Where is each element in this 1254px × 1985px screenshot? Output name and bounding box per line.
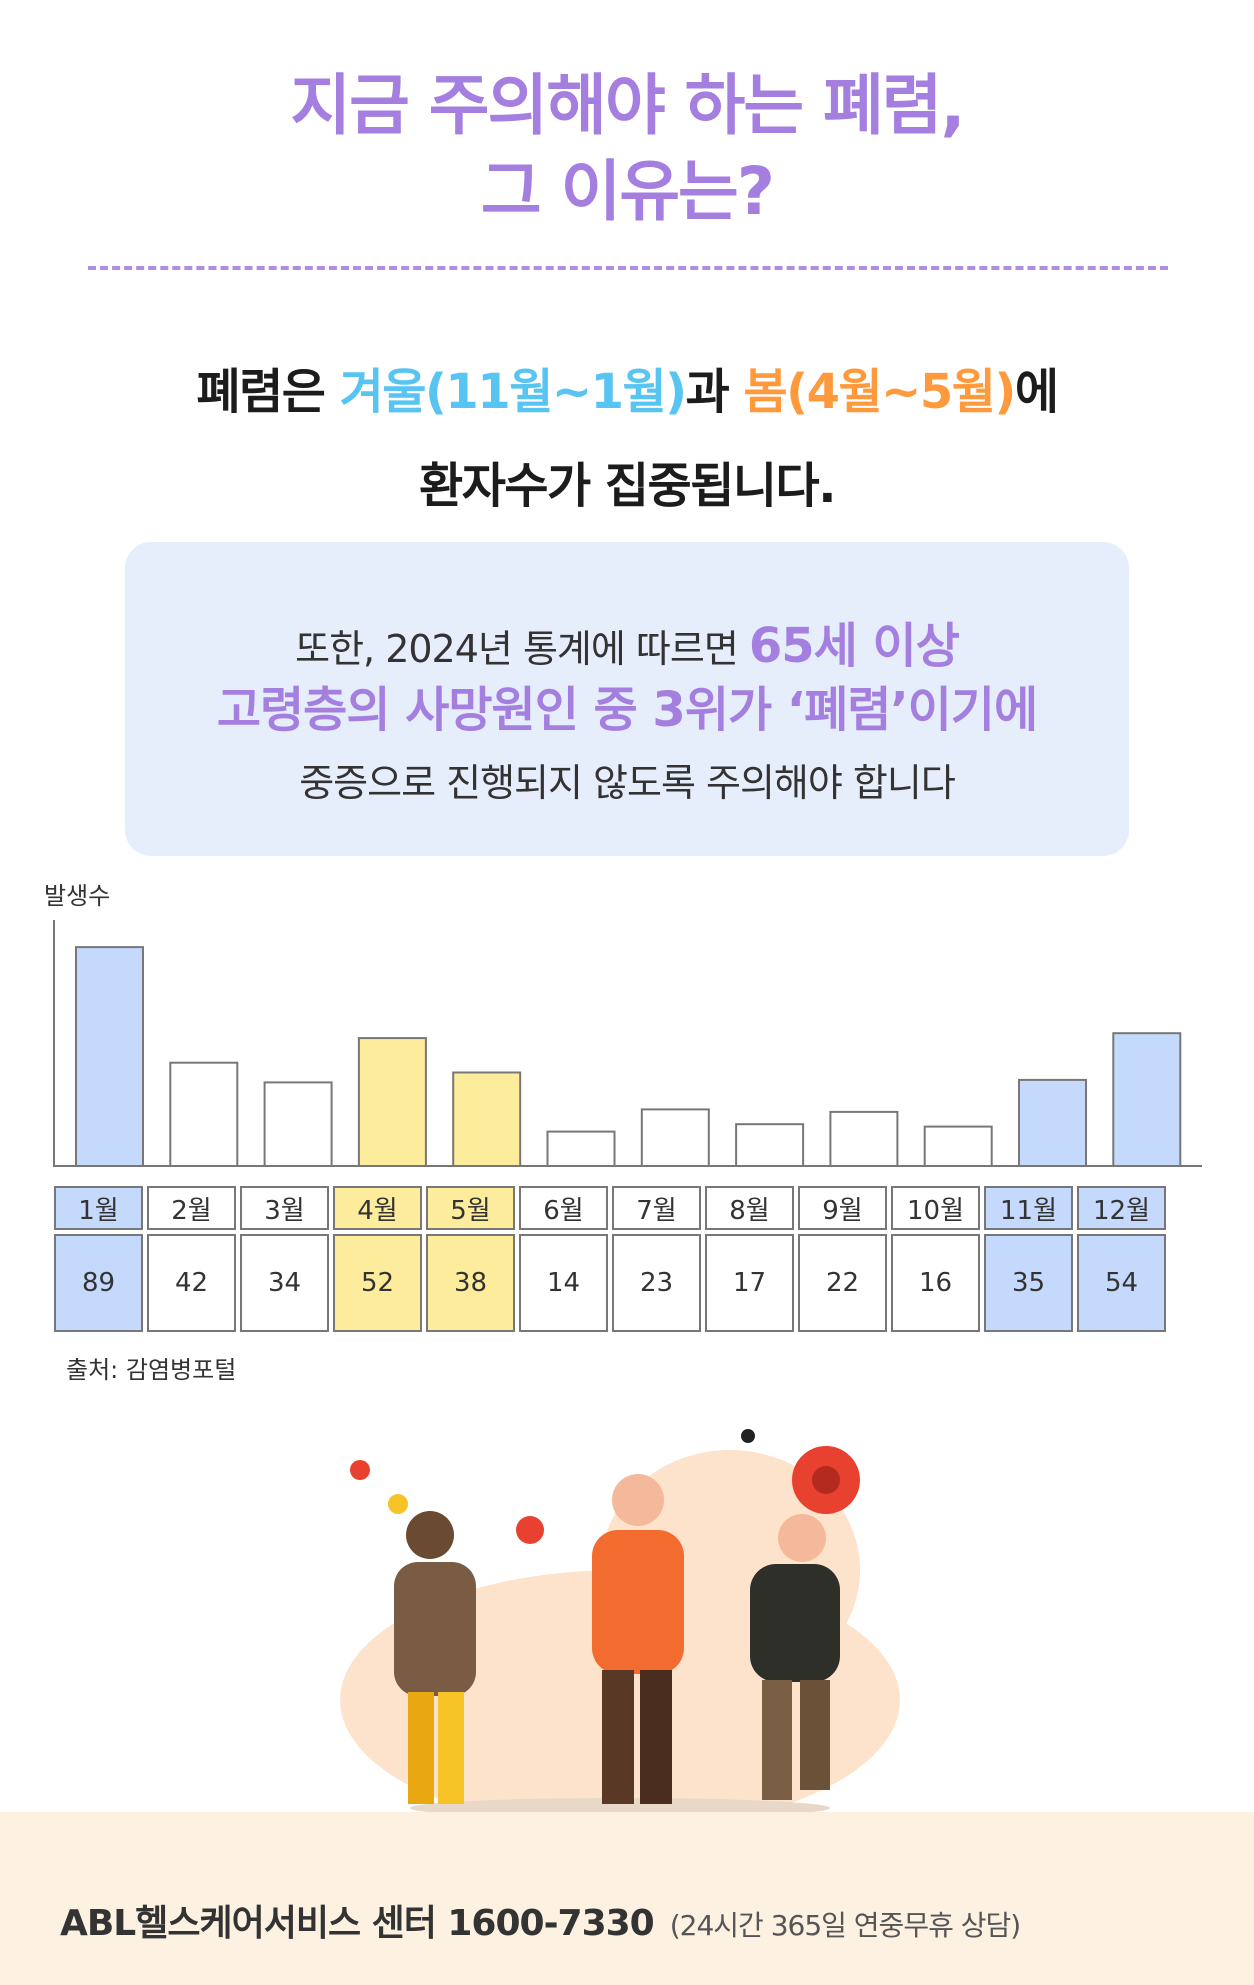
bar-3	[263, 1081, 333, 1167]
month-label-9: 9월	[798, 1186, 887, 1230]
footer-hours-note: (24시간 365일 연중무휴 상담)	[669, 1909, 1021, 1942]
month-label-11: 11월	[984, 1186, 1073, 1230]
month-label-12: 12월	[1077, 1186, 1166, 1230]
bar-9	[829, 1110, 899, 1167]
lead-spring: 봄(4월~5월)	[743, 364, 1016, 420]
bar-2	[169, 1061, 239, 1167]
value-cell-5: 38	[426, 1234, 515, 1332]
bar-1	[75, 946, 144, 1167]
footer-contact: ABL헬스케어서비스 센터 1600-7330 (24시간 365일 연중무휴 상…	[60, 1894, 1021, 1946]
value-cell-8: 17	[705, 1234, 794, 1332]
bar-12	[1112, 1032, 1182, 1167]
month-label-3: 3월	[240, 1186, 329, 1230]
bar-8	[735, 1123, 805, 1167]
title-divider	[88, 266, 1168, 270]
note-line3: 중증으로 진행되지 않도록 주의해야 합니다	[299, 761, 956, 805]
value-cell-2: 42	[147, 1234, 236, 1332]
month-label-2: 2월	[147, 1186, 236, 1230]
month-label-7: 7월	[612, 1186, 701, 1230]
bar-6	[546, 1130, 616, 1168]
value-cell-9: 22	[798, 1234, 887, 1332]
page-title-line2: 그 이유는?	[480, 153, 775, 230]
bar-chart	[53, 920, 1202, 1168]
lead-winter: 겨울(11월~1월)	[339, 364, 687, 420]
month-label-10: 10월	[891, 1186, 980, 1230]
value-row: 89 42 34 52 38 14 23 17 22 16 35 54	[54, 1234, 1166, 1332]
note-line2: 고령층의 사망원인 중 3위가 ‘폐렴’이기에	[216, 682, 1038, 738]
month-label-8: 8월	[705, 1186, 794, 1230]
note-line1-text: 또한, 2024년 통계에 따르면	[295, 627, 749, 671]
footer-center-phone: ABL헬스케어서비스 센터 1600-7330	[60, 1903, 655, 1944]
lead-line2: 환자수가 집중됩니다.	[419, 458, 836, 514]
value-cell-10: 16	[891, 1234, 980, 1332]
month-label-6: 6월	[519, 1186, 608, 1230]
lead-middle: 과	[685, 364, 744, 420]
bar-4	[357, 1037, 427, 1168]
chart-bars	[75, 946, 1182, 1168]
value-cell-3: 34	[240, 1234, 329, 1332]
value-cell-11: 35	[984, 1234, 1073, 1332]
bar-11	[1018, 1078, 1087, 1167]
note-line1-highlight: 65세 이상	[748, 618, 960, 674]
value-cell-6: 14	[519, 1234, 608, 1332]
month-label-4: 4월	[333, 1186, 422, 1230]
note-box: 또한, 2024년 통계에 따르면 65세 이상 고령층의 사망원인 중 3위가…	[125, 542, 1129, 856]
value-cell-1: 89	[54, 1234, 143, 1332]
bar-10	[923, 1125, 993, 1168]
note-line1: 또한, 2024년 통계에 따르면 65세 이상	[125, 606, 1129, 676]
page-title-line1: 지금 주의해야 하는 폐렴,	[290, 67, 965, 144]
bar-7	[640, 1108, 710, 1167]
value-cell-4: 52	[333, 1234, 422, 1332]
chart-source: 출처: 감염병포털	[66, 1356, 237, 1384]
month-row: 1월 2월 3월 4월 5월 6월 7월 8월 9월 10월 11월 12월	[54, 1186, 1166, 1230]
bar-5	[452, 1071, 522, 1167]
lead-line1: 폐렴은 겨울(11월~1월)과 봄(4월~5월)에	[0, 352, 1254, 422]
monthly-data-table: 1월 2월 3월 4월 5월 6월 7월 8월 9월 10월 11월 12월 89 42 34 52 38 14…	[50, 1186, 1170, 1332]
month-label-5: 5월	[426, 1186, 515, 1230]
sick-people-virus-illustration	[340, 1429, 900, 1820]
value-cell-12: 54	[1077, 1234, 1166, 1332]
month-label-1: 1월	[54, 1186, 143, 1230]
lead-prefix: 폐렴은	[196, 364, 340, 420]
lead-suffix: 에	[1014, 364, 1059, 420]
chart-ylabel: 발생수	[44, 882, 111, 910]
value-cell-7: 23	[612, 1234, 701, 1332]
footer: ABL헬스케어서비스 센터 1600-7330 (24시간 365일 연중무휴 상…	[0, 1812, 1254, 1985]
